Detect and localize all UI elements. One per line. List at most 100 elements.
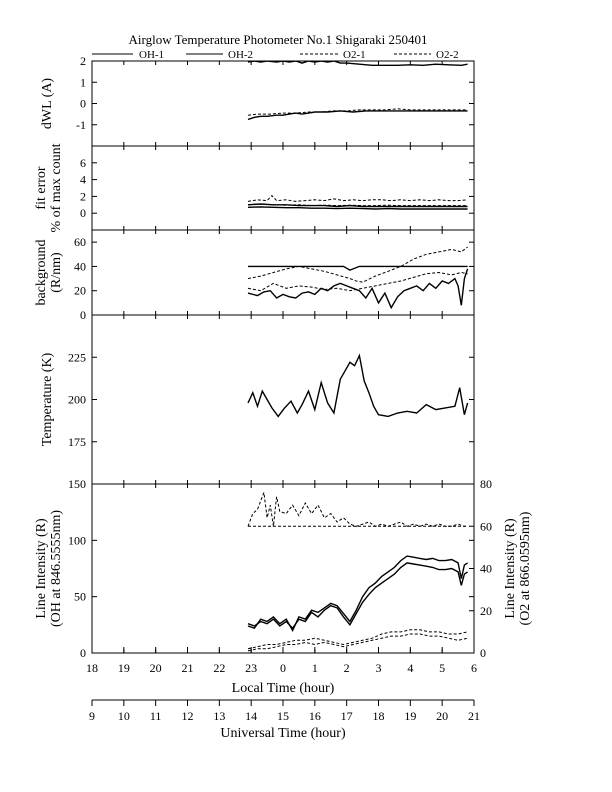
local-x-tick-label: 20 bbox=[150, 661, 162, 675]
chart-title: Airglow Temperature Photometer No.1 Shig… bbox=[129, 32, 428, 47]
y-tick-label-temperature: 225 bbox=[68, 350, 86, 364]
panel-temperature: 225 200 175 Temperature (K) bbox=[40, 314, 475, 485]
legend-label-o2-1: O2-1 bbox=[343, 49, 366, 61]
y-tick-label-dwl: 2 bbox=[80, 54, 86, 68]
ut-x-tick-label: 13 bbox=[213, 709, 225, 723]
series-line-background-o2-1-2 bbox=[247, 246, 468, 283]
local-x-tick-label: 22 bbox=[213, 661, 225, 675]
y-right-tick-label-intensity: 60 bbox=[480, 519, 492, 533]
local-time-axis: 18 19 20 21 22 23 0 1 2 3 4 5 6 bbox=[86, 61, 477, 675]
series-line-background-o2-2-3 bbox=[247, 271, 468, 292]
local-x-tick-label: 1 bbox=[312, 661, 318, 675]
series-line-intensity-o2-1-2 bbox=[247, 492, 468, 527]
series-line-intensity-oh-1-4 bbox=[247, 633, 468, 652]
series-group-background bbox=[247, 246, 469, 310]
panel-frame-background bbox=[91, 229, 475, 316]
panel-frame-dwl bbox=[91, 60, 475, 147]
series-line-intensity-oh-1-0 bbox=[247, 562, 468, 630]
ut-x-tick-label: 9 bbox=[89, 709, 95, 723]
y-tick-label-temperature: 175 bbox=[68, 435, 86, 449]
ut-x-tick-label: 20 bbox=[436, 709, 448, 723]
series-line-fit-o2-2-3 bbox=[247, 203, 468, 207]
ut-x-tick-label: 12 bbox=[182, 709, 194, 723]
local-x-tick-label: 21 bbox=[182, 661, 194, 675]
local-x-tick-label: 18 bbox=[86, 661, 98, 675]
panel-frame-temperature bbox=[91, 314, 475, 485]
y-tick-label-background: 40 bbox=[74, 259, 86, 273]
y-tick-label-fit: 0 bbox=[80, 206, 86, 220]
legend-label-oh-1: OH-1 bbox=[139, 49, 164, 61]
local-x-tick-label: 23 bbox=[245, 661, 257, 675]
series-line-intensity-oh-2-1 bbox=[247, 555, 468, 633]
y-right-axis-title-intensity: Line Intensity (R) bbox=[503, 518, 518, 619]
panel-frame-fit bbox=[91, 145, 475, 231]
series-line-dwl-o2-1-2 bbox=[247, 108, 468, 116]
legend: OH-1 OH-2 O2-1 O2-2 bbox=[92, 49, 459, 61]
series-line-dwl-oh-2-1 bbox=[247, 110, 468, 121]
y-tick-label-fit: 6 bbox=[80, 156, 86, 170]
y-right-tick-label-intensity: 80 bbox=[480, 477, 492, 491]
y-tick-label-dwl: 1 bbox=[80, 75, 86, 89]
panel-fit: 6 4 2 0 fit error% of max count bbox=[34, 143, 475, 233]
series-group-dwl bbox=[247, 61, 468, 121]
legend-label-oh-2: OH-2 bbox=[228, 49, 253, 61]
series-group-temperature bbox=[247, 353, 469, 418]
universal-time-axis-title: Universal Time (hour) bbox=[220, 726, 346, 741]
y-tick-label-dwl: -1 bbox=[76, 118, 86, 132]
series-line-intensity-oh-2-5 bbox=[247, 629, 468, 650]
y-axis-title-background: (R/nm) bbox=[49, 252, 64, 293]
series-line-fit-oh-2-1 bbox=[247, 206, 468, 210]
y-right-tick-label-intensity: 40 bbox=[480, 562, 492, 576]
y-axis-title-dwl: dWL (A) bbox=[40, 78, 55, 130]
local-x-tick-label: 4 bbox=[407, 661, 413, 675]
y-tick-label-background: 20 bbox=[74, 284, 86, 298]
ut-x-tick-label: 11 bbox=[150, 709, 162, 723]
y-tick-label-intensity: 100 bbox=[68, 533, 86, 547]
local-x-tick-label: 6 bbox=[471, 661, 477, 675]
y-right-axis-title-intensity: (O2 at 866.0595nm) bbox=[518, 511, 533, 625]
legend-label-o2-2: O2-2 bbox=[436, 49, 459, 61]
ut-x-tick-label: 19 bbox=[404, 709, 416, 723]
panel-frame-intensity bbox=[91, 483, 475, 654]
y-tick-label-fit: 4 bbox=[80, 173, 86, 187]
local-x-tick-label: 5 bbox=[439, 661, 445, 675]
y-tick-label-intensity: 0 bbox=[80, 646, 86, 660]
y-tick-label-intensity: 150 bbox=[68, 477, 86, 491]
local-x-tick-label: 2 bbox=[344, 661, 350, 675]
y-tick-label-background: 60 bbox=[74, 235, 86, 249]
ut-x-tick-label: 10 bbox=[118, 709, 130, 723]
series-line-background-oh-2-1 bbox=[247, 268, 469, 310]
y-axis-title-temperature: Temperature (K) bbox=[40, 352, 55, 446]
universal-time-axis: 9 10 11 12 13 14 15 16 17 18 19 20 21 bbox=[89, 699, 480, 723]
ut-x-tick-label: 14 bbox=[245, 709, 257, 723]
y-axis-title-fit: fit error bbox=[34, 166, 49, 209]
y-axis-title-background: background bbox=[34, 239, 49, 305]
series-group-intensity bbox=[247, 492, 468, 652]
ut-x-tick-label: 18 bbox=[373, 709, 385, 723]
local-x-tick-label: 19 bbox=[118, 661, 130, 675]
series-line-fit-o2-1-2 bbox=[247, 194, 468, 202]
local-time-axis-title: Local Time (hour) bbox=[232, 681, 335, 696]
local-x-tick-label: 0 bbox=[280, 661, 286, 675]
y-axis-title-intensity: Line Intensity (R) bbox=[34, 518, 49, 619]
local-x-tick-label: 3 bbox=[376, 661, 382, 675]
series-line-temperature-oh-1-0 bbox=[247, 353, 469, 418]
y-tick-label-fit: 2 bbox=[80, 189, 86, 203]
y-tick-label-intensity: 50 bbox=[74, 590, 86, 604]
ut-x-tick-label: 16 bbox=[309, 709, 321, 723]
series-group-fit bbox=[247, 194, 468, 210]
y-axis-title-fit: % of max count bbox=[49, 143, 64, 232]
series-line-dwl-oh-1-0 bbox=[247, 61, 468, 67]
y-tick-label-dwl: 0 bbox=[80, 97, 86, 111]
ut-x-tick-label: 21 bbox=[468, 709, 480, 723]
y-axis-title-intensity: (OH at 846.5555nm) bbox=[49, 510, 64, 627]
y-right-tick-label-intensity: 0 bbox=[480, 646, 486, 660]
y-right-tick-label-intensity: 20 bbox=[480, 604, 492, 618]
panel-background: 60 40 20 0 background (R/nm) bbox=[34, 229, 475, 322]
ut-x-tick-label: 15 bbox=[277, 709, 289, 723]
ut-x-tick-label: 17 bbox=[341, 709, 353, 723]
series-line-background-oh-1-0 bbox=[248, 265, 468, 271]
